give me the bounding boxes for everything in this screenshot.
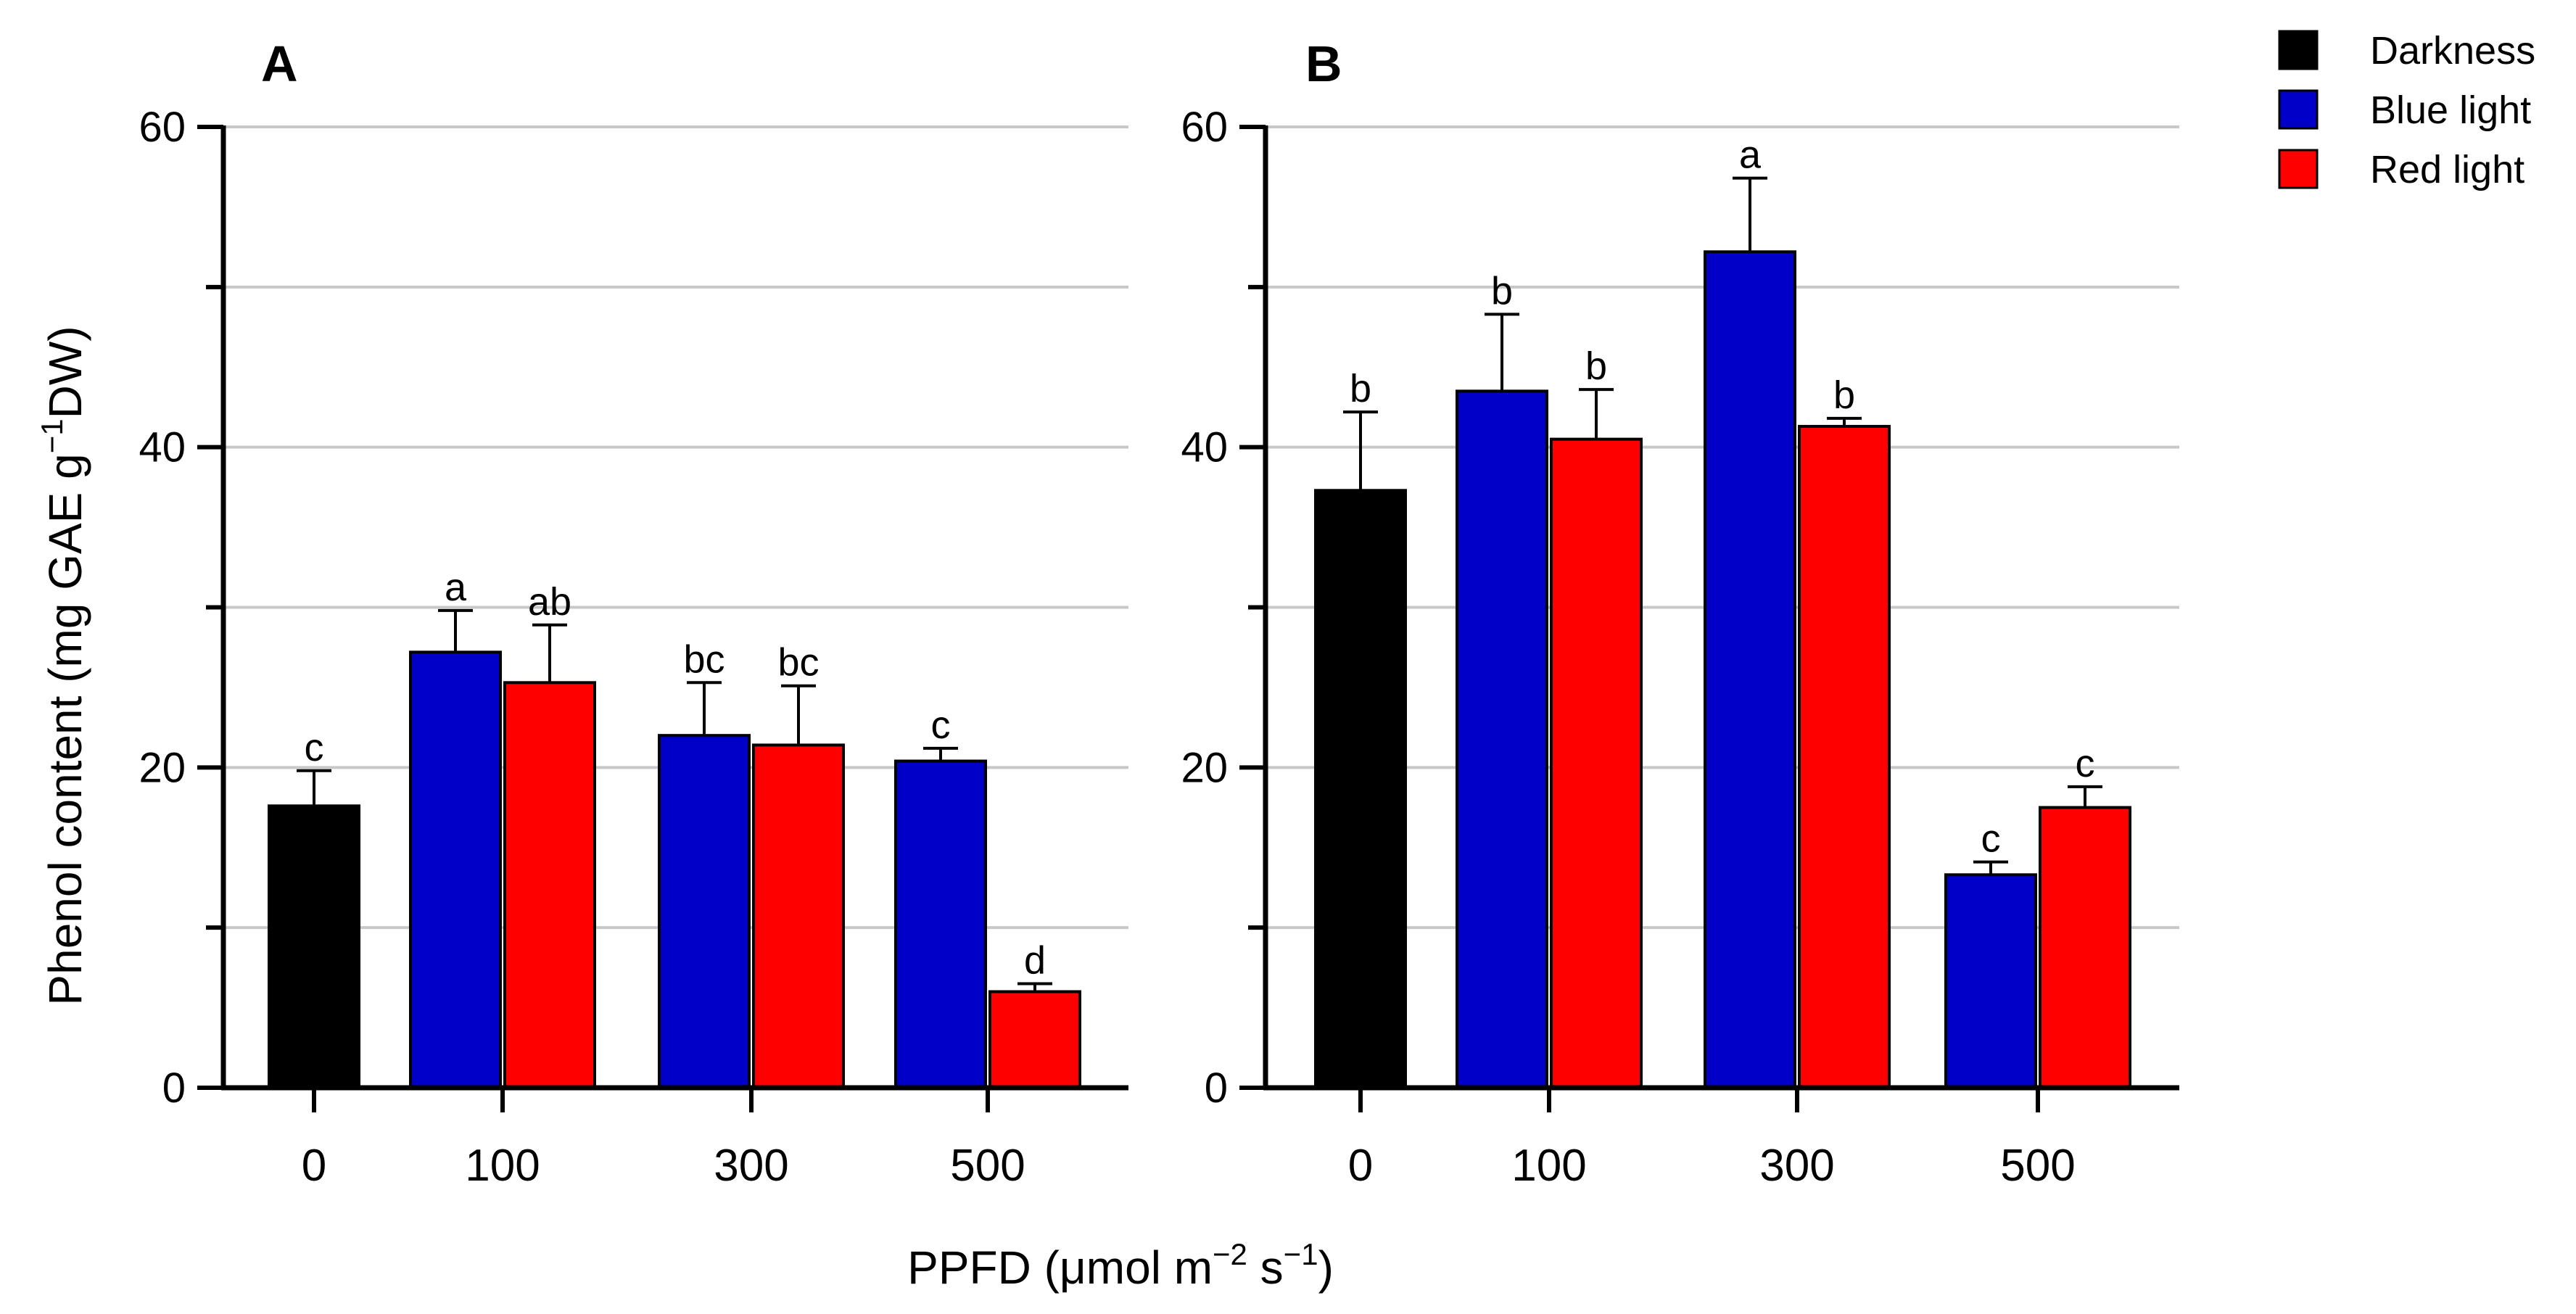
panel-b-bar-300-blue-light-sig-label: a <box>1739 133 1762 177</box>
legend-label-blue-light: Blue light <box>2370 88 2531 132</box>
panel-b-bar-300-red-light <box>1798 424 1891 1089</box>
panel-a-bar-300-blue-light-sig-label: bc <box>683 637 724 681</box>
legend: Darkness Blue light Red light <box>2278 29 2535 191</box>
panel-a-y-tick-label-60: 60 <box>139 104 186 151</box>
panel-a-y-tick-label-20: 20 <box>139 744 186 791</box>
panel-a-title: A <box>261 36 298 92</box>
y-axis-label-sup: −1 <box>35 418 69 453</box>
y-axis-label: Phenol content (mg GAE g−1DW) <box>35 326 91 1005</box>
panel-a-bar-500-blue-light <box>894 759 987 1089</box>
panel-a: c a ab bc bc c d 0 20 40 60 0 100 300 500 A <box>139 36 1128 1191</box>
panel-b-bar-100-blue-light <box>1456 389 1548 1089</box>
legend-swatch-red-light <box>2278 149 2319 189</box>
panel-a-bar-500-red-light-sig-label: d <box>1024 938 1046 982</box>
x-axis-label-sup1: −2 <box>1213 1237 1247 1271</box>
panel-b-x-tick-label-0: 0 <box>1348 1141 1373 1191</box>
x-axis-label-main: PPFD (μmol m <box>907 1241 1213 1294</box>
panel-a-bar-0-darkness-sig-label: c <box>305 726 324 769</box>
y-axis-label-tail: DW) <box>39 326 91 418</box>
panel-a-y-tick-label-40: 40 <box>139 424 186 471</box>
panel-a-x-tick-label-500: 500 <box>950 1141 1025 1191</box>
panel-a-bar-500-red-light <box>988 990 1081 1089</box>
panel-b-bar-300-blue-light <box>1704 250 1796 1089</box>
panel-a-bar-300-red-light <box>752 743 845 1089</box>
panel-b-x-tick-label-100: 100 <box>1511 1141 1586 1191</box>
panel-a-bar-100-blue-light-sig-label: a <box>445 566 467 609</box>
panel-b-bar-0-darkness-sig-label: b <box>1350 367 1371 410</box>
panel-b-y-tick-label-20: 20 <box>1181 744 1228 791</box>
panel-a-bar-100-red-light <box>503 681 596 1089</box>
x-axis-label: PPFD (μmol m−2 s−1) <box>907 1237 1334 1294</box>
panel-b-bar-500-red-light-sig-label: c <box>2076 742 2095 785</box>
y-axis-label-main: Phenol content (mg GAE g <box>39 453 91 1005</box>
panel-b-y-tick-label-60: 60 <box>1181 104 1228 151</box>
panel-b-bar-100-blue-light-sig-label: b <box>1491 269 1513 313</box>
panel-b: b b b a b c c 0 20 40 60 0 100 300 500 B <box>1181 36 2179 1191</box>
panel-b-bar-500-red-light <box>2039 806 2131 1089</box>
panel-b-y-tick-label-40: 40 <box>1181 424 1228 471</box>
x-axis-label-mid: s <box>1247 1241 1284 1294</box>
x-axis-label-tail: ) <box>1318 1241 1334 1294</box>
panel-a-x-tick-label-0: 0 <box>302 1141 326 1191</box>
legend-label-darkness: Darkness <box>2370 29 2535 73</box>
panel-a-bar-300-red-light-sig-label: bc <box>777 641 819 685</box>
x-axis-label-sup2: −1 <box>1284 1237 1318 1271</box>
panel-b-bar-500-blue-light-sig-label: c <box>1981 817 2001 861</box>
panel-a-x-tick-label-300: 300 <box>714 1141 788 1191</box>
panel-b-title: B <box>1305 36 1342 92</box>
panel-b-x-tick-label-500: 500 <box>2000 1141 2075 1191</box>
panel-b-bar-100-red-light <box>1550 437 1643 1089</box>
panel-a-bar-100-blue-light <box>409 650 502 1089</box>
legend-swatch-darkness <box>2278 30 2319 70</box>
panel-b-x-tick-label-300: 300 <box>1759 1141 1834 1191</box>
panel-a-y-tick-label-0: 0 <box>162 1065 186 1112</box>
panel-b-bar-500-blue-light <box>1944 873 2037 1089</box>
panel-b-bar-0-darkness <box>1314 489 1407 1089</box>
panel-b-bar-100-red-light-sig-label: b <box>1585 344 1607 388</box>
panel-a-bar-100-red-light-sig-label: ab <box>528 580 571 624</box>
panel-a-x-tick-label-100: 100 <box>465 1141 540 1191</box>
panel-a-bar-300-blue-light <box>658 734 751 1090</box>
panel-a-bar-500-blue-light-sig-label: c <box>931 703 951 747</box>
panel-b-y-tick-label-0: 0 <box>1205 1065 1228 1112</box>
panel-a-bar-0-darkness <box>268 804 360 1090</box>
legend-swatch-blue-light <box>2278 89 2319 130</box>
legend-label-red-light: Red light <box>2370 148 2525 191</box>
panel-b-bar-300-red-light-sig-label: b <box>1833 373 1855 417</box>
